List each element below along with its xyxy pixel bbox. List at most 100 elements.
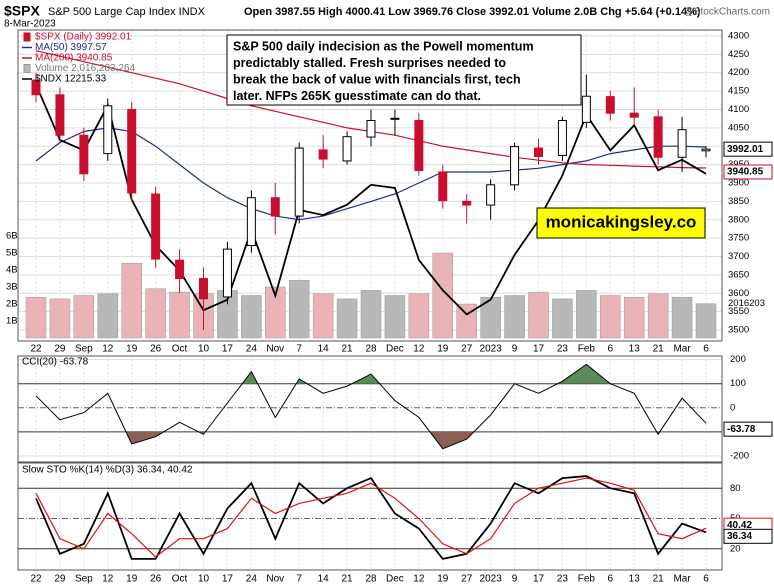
x-tick-label: 9 <box>512 344 518 355</box>
y-tick-label: 3800 <box>728 214 749 225</box>
candle-body <box>222 248 232 298</box>
legend-label: Volume 2,016,203,264 <box>35 63 136 74</box>
legend-swatch <box>23 32 31 42</box>
x-tick-label: 19 <box>437 574 449 585</box>
x-tick-label: 12 <box>102 344 114 355</box>
volume-tick-label: 2B <box>6 299 18 310</box>
x-tick-label: 6 <box>608 344 614 355</box>
volume-bar <box>265 286 286 339</box>
legend-label: $NDX 12215.33 <box>35 74 107 85</box>
candle-body <box>151 193 161 260</box>
x-tick-label: 24 <box>246 574 258 585</box>
x-tick-label: 27 <box>461 344 473 355</box>
last-d: 40.42 <box>727 520 752 531</box>
x-tick-label: 29 <box>54 344 66 355</box>
x-tick-label: 10 <box>198 574 210 585</box>
x-tick-label: 17 <box>222 344 234 355</box>
volume-bar <box>336 298 358 339</box>
volume-bar <box>121 262 142 339</box>
panel-frame <box>17 29 723 342</box>
x-tick-label: 21 <box>653 574 665 585</box>
annotation-line: predictably stalled. Fresh surprises nee… <box>233 56 506 70</box>
y-tick-label: 3850 <box>728 196 749 207</box>
volume-bar <box>25 296 47 339</box>
cci-fill <box>242 364 611 384</box>
candle-body <box>199 278 208 300</box>
date: 8-Mar-2023 <box>4 19 56 30</box>
volume-bar <box>623 296 645 339</box>
candle-body <box>246 197 256 246</box>
candle-body <box>701 148 711 152</box>
candle-body <box>79 134 89 175</box>
x-tick-label: 7 <box>296 344 302 355</box>
volume-bar <box>600 295 621 339</box>
source: @StockCharts.com <box>684 7 770 18</box>
volume-bar <box>456 303 477 339</box>
x-tick-label: 21 <box>653 344 665 355</box>
y-tick-label: 3600 <box>728 288 749 299</box>
watermark: monicakingsley.co <box>546 212 697 231</box>
x-tick-label: 24 <box>246 344 258 355</box>
watermark-box <box>536 207 706 239</box>
candle-body <box>390 117 400 120</box>
volume-bar <box>49 298 71 339</box>
last-cci-box <box>723 421 773 437</box>
x-tick-label: 14 <box>318 344 330 355</box>
x-tick-label: Mar <box>673 574 691 585</box>
x-tick-label: 28 <box>365 344 377 355</box>
candle-body <box>510 146 520 186</box>
sto-line <box>35 477 707 558</box>
x-tick-label: Oct <box>172 344 188 355</box>
annotation-line: S&P 500 daily indecision as the Powell m… <box>233 39 534 53</box>
panel-bg <box>18 463 722 570</box>
y-tick-label: 4200 <box>728 67 749 78</box>
x-tick-label: 17 <box>222 574 234 585</box>
y-tick-label: 3900 <box>728 178 749 189</box>
last-volume: 2016203 <box>728 298 765 309</box>
y-tick-label: 100 <box>730 378 746 389</box>
x-tick-label: Nov <box>266 574 284 585</box>
panel-bg <box>18 356 722 462</box>
x-tick-label: Oct <box>172 574 188 585</box>
candle-body <box>342 136 352 162</box>
x-tick-label: 2023 <box>480 344 503 355</box>
annotation-box <box>226 34 582 106</box>
x-tick-label: 22 <box>30 344 42 355</box>
candle-body <box>414 120 424 171</box>
y-tick-label: 3650 <box>728 269 749 280</box>
candle-body <box>581 95 591 123</box>
volume-bar <box>97 293 119 339</box>
volume-bar <box>480 296 501 339</box>
volume-tick-label: 1B <box>6 316 18 327</box>
last-ma200: 3940.85 <box>727 167 764 178</box>
annotation-line: break the back of value with financials … <box>233 72 521 86</box>
candle-body <box>653 116 663 158</box>
volume-bar <box>73 295 95 339</box>
x-tick-label: 28 <box>365 574 377 585</box>
x-tick-label: 13 <box>629 344 641 355</box>
volume-bar <box>695 303 717 339</box>
x-tick-label: 12 <box>413 344 425 355</box>
x-tick-label: 23 <box>557 574 569 585</box>
volume-bar <box>312 293 334 339</box>
cci-title: CCI(20) -63.78 <box>22 357 89 368</box>
volume-bar <box>432 252 454 339</box>
legend-label: MA(200) 3940.85 <box>35 53 113 64</box>
candle-body <box>127 108 137 194</box>
index-name: S&P 500 Large Cap Index INDX <box>48 6 206 18</box>
x-tick-label: 19 <box>126 574 138 585</box>
candle-body <box>366 120 376 138</box>
candle-body <box>318 149 328 160</box>
x-tick-label: 19 <box>437 344 449 355</box>
x-tick-label: Dec <box>386 344 404 355</box>
y-tick-label: 20 <box>730 543 741 554</box>
legend-swatch <box>23 64 31 73</box>
volume-bar <box>552 298 573 339</box>
last-cci: -63.78 <box>727 424 756 435</box>
volume-bar <box>647 293 669 339</box>
x-tick-label: 13 <box>629 574 641 585</box>
volume-bar <box>360 290 382 339</box>
candle-body <box>270 197 280 217</box>
y-tick-label: -200 <box>730 450 749 461</box>
last-ma200-box <box>723 164 773 180</box>
